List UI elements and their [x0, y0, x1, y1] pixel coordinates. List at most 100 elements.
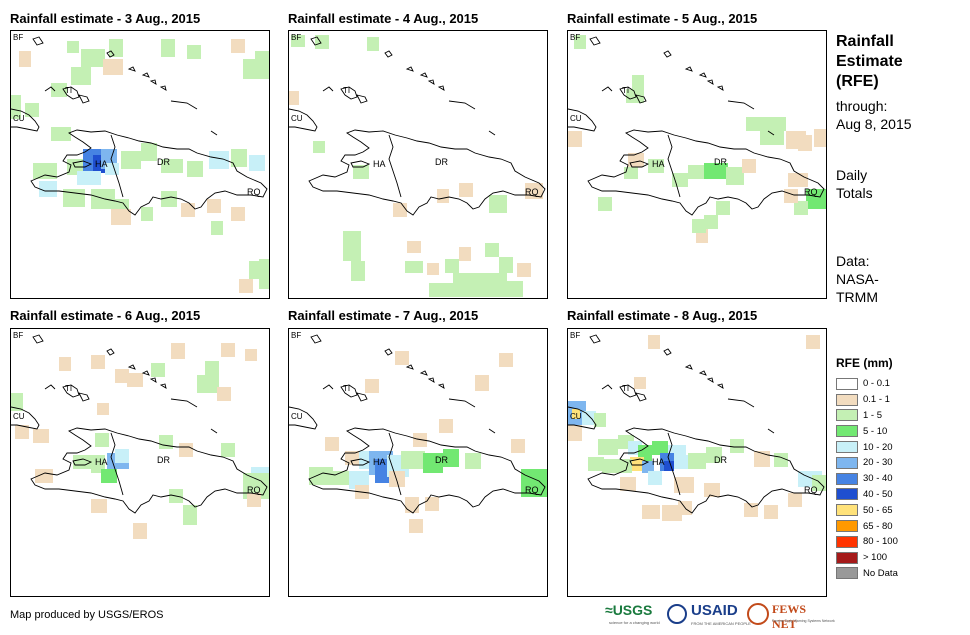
map-label-ha: HA — [373, 159, 386, 169]
legend-label: 80 - 100 — [863, 536, 898, 548]
rainfall-cell — [485, 243, 499, 257]
rainfall-cell — [429, 283, 459, 297]
rainfall-cell — [221, 343, 235, 357]
rainfall-cell — [568, 425, 582, 441]
data-source-block: Data: NASA- TRMM — [836, 252, 956, 306]
rainfall-cell — [688, 453, 706, 469]
rainfall-cell — [642, 505, 660, 519]
small-island-coastline — [716, 383, 724, 389]
small-island-coastline — [437, 383, 445, 389]
rainfall-cell — [692, 219, 706, 233]
rainfall-cell — [568, 131, 582, 147]
rainfall-cell — [231, 149, 247, 167]
data-label: Data: — [836, 253, 870, 269]
rainfall-cell — [345, 451, 359, 465]
rainfall-cell — [243, 59, 255, 79]
rainfall-cell — [405, 261, 423, 273]
rainfall-cell — [726, 167, 744, 185]
rainfall-cell — [115, 449, 129, 463]
map-label-ha: HA — [652, 457, 665, 467]
small-island-coastline — [684, 66, 693, 72]
legend-swatch — [836, 551, 858, 564]
rainfall-cell — [742, 159, 756, 173]
rainfall-cell — [171, 343, 185, 359]
legend-label: 0 - 0.1 — [863, 378, 890, 390]
map-label-cu: CU — [291, 412, 303, 421]
rainfall-cell — [423, 453, 443, 473]
usaid-seal-icon — [667, 604, 687, 624]
map-label-ti: TI — [622, 384, 630, 393]
rainfall-cell — [662, 505, 682, 521]
gonave-coastline — [629, 458, 650, 466]
legend-row: 10 - 20 — [836, 439, 956, 455]
coastline-segment — [488, 428, 496, 434]
legend-swatch — [836, 409, 858, 422]
through-block: through: Aug 8, 2015 — [836, 97, 956, 133]
panel-title-aug4: Rainfall estimate - 4 Aug., 2015 — [288, 11, 479, 26]
rainfall-cell — [393, 203, 407, 217]
rainfall-cell — [443, 449, 459, 467]
bahamas-coastline — [310, 334, 322, 344]
usaid-tagline: FROM THE AMERICAN PEOPLE — [691, 621, 751, 626]
rainfall-cell — [33, 429, 49, 443]
map-label-ti: TI — [65, 384, 73, 393]
map-label-bf: BF — [291, 331, 302, 340]
rainfall-cell — [572, 409, 580, 419]
rainfall-cell — [103, 59, 123, 75]
map-credit: Map produced by USGS/EROS — [10, 609, 164, 621]
cuba-coastline — [289, 108, 318, 132]
small-island-coastline — [106, 348, 115, 356]
legend-swatch — [836, 377, 858, 390]
map-svg — [11, 334, 269, 539]
rfe-legend: RFE (mm) 0 - 0.1 0.1 - 1 1 - 5 5 - 10 10 - 2… — [836, 356, 956, 581]
rainfall-cell — [127, 373, 143, 387]
rainfall-cell — [517, 263, 531, 277]
coastline-segment — [767, 428, 775, 434]
small-island-coastline — [127, 66, 136, 72]
rainfall-cell — [672, 173, 688, 187]
rainfall-cell — [161, 191, 177, 207]
rainfall-cell — [746, 117, 786, 131]
map-label-ha: HA — [95, 457, 108, 467]
rainfall-cell — [109, 39, 123, 57]
rainfall-cell — [632, 75, 644, 89]
rainfall-cell — [77, 171, 101, 185]
small-island-coastline — [698, 72, 707, 78]
rainfall-cells — [11, 39, 269, 293]
fewsnet-globe-icon — [747, 603, 769, 625]
usgs-logo: ≈USGS — [605, 602, 653, 618]
rainfall-cell — [598, 439, 618, 455]
hispaniola-coastline — [308, 427, 546, 514]
rainfall-cell — [499, 353, 513, 367]
coastline-segment — [170, 398, 198, 408]
legend-row: 80 - 100 — [836, 534, 956, 550]
rainfall-cell — [349, 471, 369, 489]
legend-row: 20 - 30 — [836, 455, 956, 471]
usgs-logo-text: USGS — [612, 602, 653, 618]
rainfall-cell — [71, 67, 91, 85]
legend-row: 5 - 10 — [836, 423, 956, 439]
rainfall-cell — [97, 403, 109, 415]
rainfall-cell — [798, 135, 812, 151]
bahamas-coastline — [310, 36, 322, 46]
haiti-dr-border — [110, 134, 124, 198]
rainfall-cell — [620, 477, 636, 491]
coastline-segment — [170, 100, 198, 110]
legend-label: 0.1 - 1 — [863, 394, 890, 406]
rainfall-cell — [325, 437, 339, 451]
rainfall-cell — [59, 357, 71, 371]
daily-totals-block: Daily Totals — [836, 166, 956, 202]
coastline-segment — [44, 86, 56, 92]
coastline-segment — [448, 398, 476, 408]
map-label-cu: CU — [13, 114, 25, 123]
rainfall-cell — [716, 201, 730, 215]
small-island-coastline — [384, 348, 393, 356]
legend-row: 40 - 50 — [836, 487, 956, 503]
small-island-coastline — [437, 85, 445, 91]
rainfall-map-aug6: BF TI CU HA DR RQ — [10, 328, 270, 597]
turks-caicos-coastline — [619, 384, 637, 398]
rainfall-cell — [205, 361, 219, 377]
rainfall-cells — [568, 35, 826, 243]
rainfall-cell — [91, 355, 105, 369]
turks-caicos-coastline — [340, 86, 358, 100]
